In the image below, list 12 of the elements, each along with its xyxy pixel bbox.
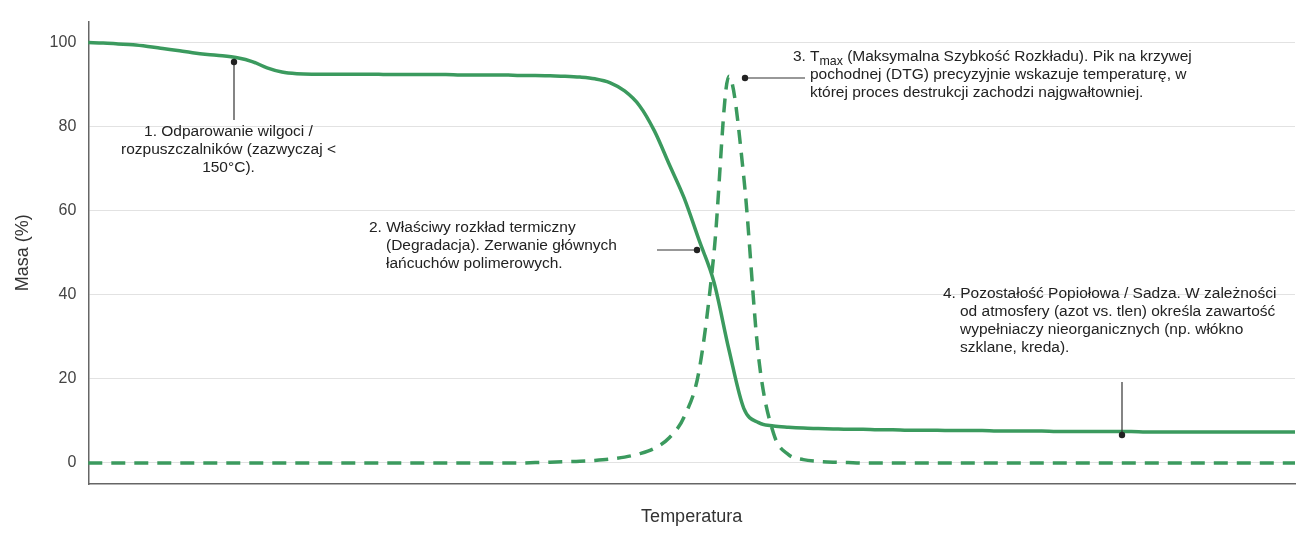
y-tick-label: 60: [58, 201, 77, 219]
y-axis-title: Masa (%): [11, 214, 32, 292]
y-tick-label: 20: [58, 369, 77, 387]
y-tick-label: 80: [58, 117, 77, 135]
annotation: 1. Odparowanie wilgoci / rozpuszczalników (zazwyczaj < 150°C).: [120, 122, 337, 176]
y-tick-label: 0: [67, 453, 77, 471]
annotation: 3. T$_{max}$ (Maksymalna Szybkość Rozkładu). Pik na krzywej pochodnej (DTG) precyzyjnie wskazuje temperaturę, w której proces destrukcji zachodzi najgwałtowniej.: [792, 47, 1193, 101]
x-axis-title: Temperatura: [641, 506, 744, 527]
annotation: 2. Właściwy rozkład termiczny (Degradacja). Zerwanie głównych łańcuchów polimerowych.: [368, 218, 618, 272]
annotation: 4. Pozostałość Popiołowa / Sadza. W zależności od atmosfery (azot vs. tlen) określa zawartość wypełniaczy nieorganicznych (np. włókno szklane, kreda).: [942, 284, 1278, 356]
y-tick-label: 40: [58, 285, 77, 303]
y-tick-label: 100: [49, 33, 77, 51]
